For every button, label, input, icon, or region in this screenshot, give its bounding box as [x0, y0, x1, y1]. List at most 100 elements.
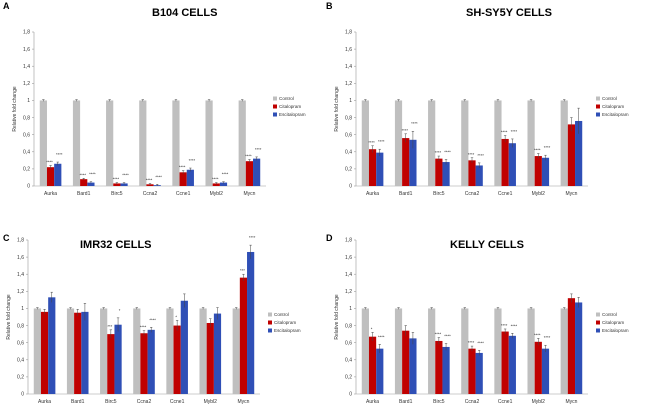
- bar: [361, 100, 369, 186]
- y-tick-label: 1,2: [23, 81, 30, 87]
- bar: [40, 311, 49, 394]
- significance-marker: ****: [113, 177, 120, 182]
- legend-swatch: [268, 328, 272, 333]
- x-tick-label: Birc5: [433, 191, 445, 197]
- y-tick-label: 1: [349, 98, 352, 104]
- bar: [428, 308, 436, 394]
- bar: [567, 124, 576, 186]
- legend-swatch: [596, 320, 600, 325]
- bar: [435, 340, 443, 394]
- x-tick-label: Mycn: [565, 191, 577, 197]
- bar: [107, 334, 115, 394]
- y-tick-label: 1,6: [17, 255, 24, 261]
- x-tick-label: Ccna2: [143, 191, 158, 197]
- bar: [172, 100, 180, 186]
- significance-marker: ****: [468, 152, 475, 157]
- bar: [139, 100, 147, 186]
- x-tick-label: Mycn: [237, 399, 249, 405]
- bar: [475, 165, 483, 186]
- bar: [140, 333, 148, 394]
- legend-swatch: [596, 96, 600, 101]
- y-tick-label: 0,2: [345, 167, 352, 173]
- bar: [575, 120, 583, 186]
- y-tick-label: 1,6: [23, 47, 30, 53]
- significance-marker: ****: [501, 130, 508, 135]
- x-tick-label: Bard1: [71, 399, 85, 405]
- y-tick-label: 1,2: [345, 81, 352, 87]
- bar: [87, 182, 95, 186]
- significance-marker: ****: [511, 323, 518, 328]
- significance-marker: ****: [544, 145, 551, 150]
- y-tick-label: 0,8: [23, 115, 30, 121]
- legend: Control Citalopram Escitalopram: [273, 96, 306, 117]
- chart-title: B104 CELLS: [152, 7, 217, 19]
- legend-swatch: [268, 320, 272, 325]
- bar: [567, 298, 576, 394]
- legend-swatch: [273, 96, 277, 101]
- chart-panel-d: D KELLY CELLS 0 0,2 0,4 0,6 0,8 1 1,2 1,4 1,6 1,8 Re…: [326, 233, 629, 405]
- significance-marker: ****: [534, 332, 541, 337]
- significance-marker: ****: [189, 158, 196, 163]
- significance-marker: ****: [140, 325, 147, 330]
- bar: [166, 308, 174, 394]
- x-tick-label: Aurka: [44, 191, 57, 197]
- significance-marker: ****: [544, 335, 551, 340]
- y-tick-label: 0,6: [345, 132, 352, 138]
- bar: [409, 338, 417, 394]
- x-tick-label: Birc5: [105, 399, 117, 405]
- y-tick-label: 1,8: [345, 30, 352, 36]
- bar: [147, 329, 155, 394]
- significance-marker: ****: [468, 340, 475, 345]
- bar: [361, 308, 369, 394]
- bar: [475, 352, 483, 394]
- x-tick-label: Ccne1: [498, 191, 513, 197]
- y-tick-label: 0,2: [345, 375, 352, 381]
- bar: [560, 100, 568, 186]
- significance-marker: ****: [245, 153, 252, 158]
- x-tick-label: Bard1: [77, 191, 91, 197]
- significance-marker: ****: [146, 177, 153, 182]
- legend: Control Citalopram Escitalopram: [596, 312, 629, 333]
- y-tick-label: 1,4: [345, 64, 352, 70]
- y-tick-label: 0,6: [345, 340, 352, 346]
- bar: [508, 335, 516, 394]
- legend-label: Escitalopram: [602, 112, 629, 117]
- legend-label: Citalopram: [602, 320, 624, 325]
- bar: [232, 308, 240, 394]
- bar: [245, 161, 254, 186]
- y-axis-label: Relative fold change: [334, 294, 340, 340]
- significance-marker: ****: [222, 172, 229, 177]
- y-tick-label: 1,8: [17, 238, 24, 244]
- x-tick-label: Ccna2: [137, 399, 152, 405]
- y-axis-label: Relative fold change: [6, 294, 12, 340]
- significance-marker: ****: [122, 173, 129, 178]
- legend-swatch: [596, 104, 600, 109]
- bar: [173, 325, 181, 394]
- chart-panel-b: B SH-SY5Y CELLS 0 0,2 0,4 0,6 0,8 1 1,2 1,4 1,6 1,8…: [326, 1, 629, 197]
- x-tick-label: Ccna2: [465, 399, 480, 405]
- significance-marker: ****: [368, 140, 375, 145]
- significance-marker: ****: [378, 139, 385, 144]
- x-tick-label: Bard1: [399, 191, 413, 197]
- y-tick-label: 1,4: [17, 272, 24, 278]
- legend-swatch: [596, 312, 600, 317]
- y-tick-label: 0,2: [23, 167, 30, 173]
- significance-marker: ****: [477, 340, 484, 345]
- y-tick-label: 1: [349, 306, 352, 312]
- bar: [527, 100, 535, 186]
- legend-label: Citalopram: [602, 104, 624, 109]
- x-tick-label: Bard1: [399, 399, 413, 405]
- y-tick-label: 1,2: [345, 289, 352, 295]
- x-tick-label: Birc5: [433, 399, 445, 405]
- significance-marker: ****: [46, 159, 53, 164]
- legend-label: Escitalopram: [602, 328, 629, 333]
- x-tick-label: Mybl2: [532, 191, 546, 197]
- significance-marker: ****: [255, 147, 262, 152]
- chart-panel-c: C IMR32 CELLS 0 0,2 0,4 0,6 0,8 1 1,2 1,4 1,6 1,8 Re…: [3, 233, 301, 405]
- bar: [33, 308, 41, 394]
- y-tick-label: 0: [349, 184, 352, 190]
- bar: [54, 163, 62, 186]
- bar: [106, 100, 114, 186]
- bar: [219, 182, 228, 186]
- x-tick-label: Aurka: [366, 191, 379, 197]
